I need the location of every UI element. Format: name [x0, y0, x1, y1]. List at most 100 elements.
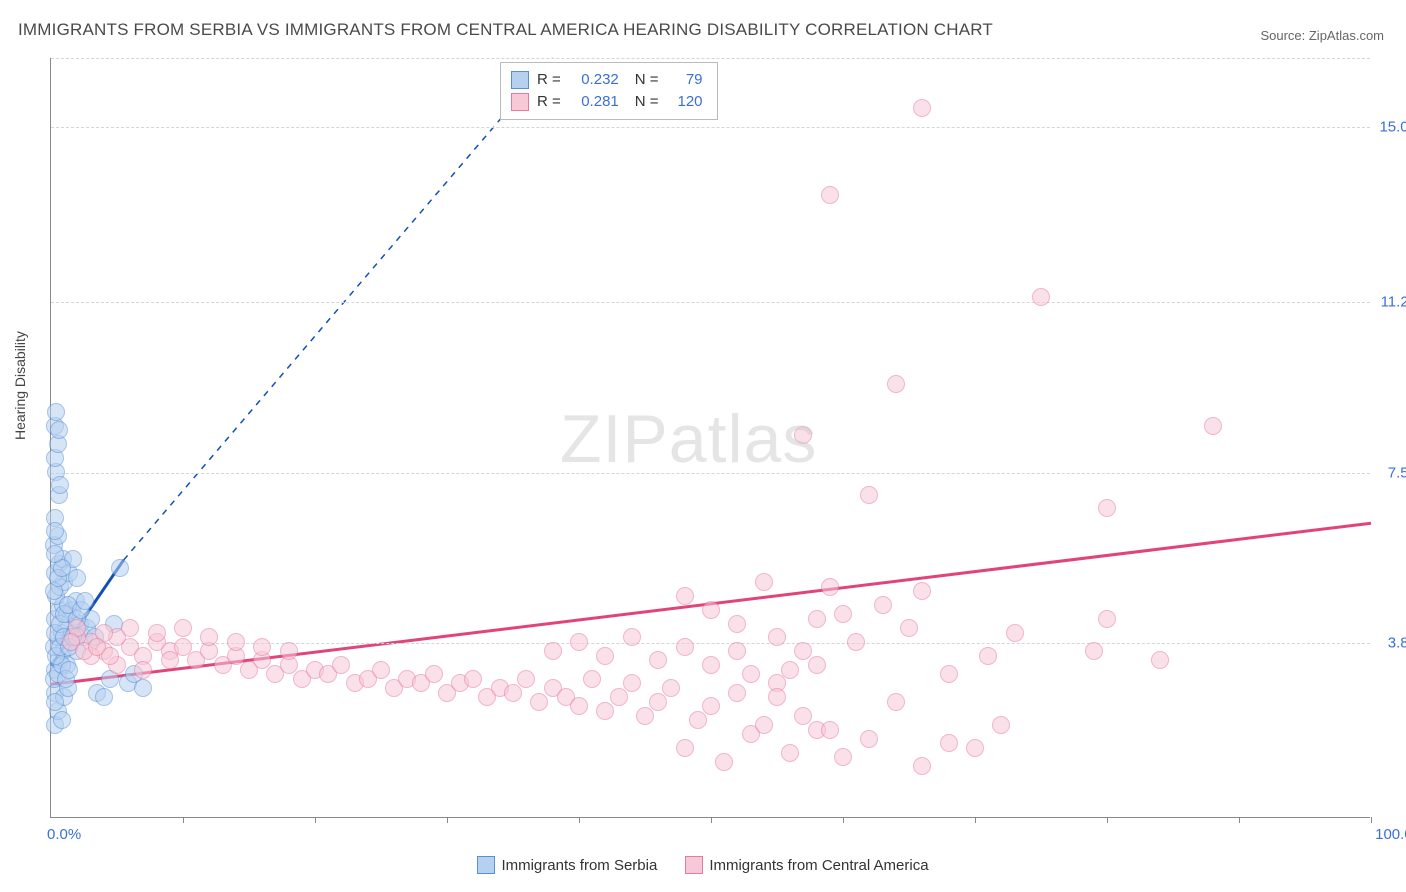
- scatter-point: [570, 697, 588, 715]
- scatter-point: [755, 716, 773, 734]
- y-axis-label: Hearing Disability: [12, 331, 28, 440]
- scatter-point: [121, 619, 139, 637]
- series-legend-label: Immigrants from Central America: [709, 857, 928, 874]
- scatter-point: [715, 753, 733, 771]
- stats-legend-row: R =0.232N =79: [511, 69, 703, 91]
- x-tick: [1107, 817, 1108, 823]
- scatter-point: [227, 633, 245, 651]
- scatter-point: [742, 665, 760, 683]
- scatter-point: [794, 426, 812, 444]
- scatter-point: [464, 670, 482, 688]
- scatter-point: [610, 688, 628, 706]
- scatter-point: [649, 651, 667, 669]
- scatter-point: [887, 375, 905, 393]
- plot-area: 3.8%7.5%11.2%15.0%0.0%100.0%: [50, 58, 1370, 818]
- scatter-point: [781, 744, 799, 762]
- scatter-point: [649, 693, 667, 711]
- scatter-point: [781, 661, 799, 679]
- scatter-point: [1085, 642, 1103, 660]
- stats-legend: R =0.232N =79R =0.281N =120: [500, 62, 718, 120]
- scatter-point: [913, 582, 931, 600]
- scatter-point: [596, 647, 614, 665]
- x-tick: [843, 817, 844, 823]
- stats-legend-row: R =0.281N =120: [511, 91, 703, 113]
- legend-r-value: 0.232: [571, 69, 619, 91]
- scatter-point: [280, 642, 298, 660]
- scatter-point: [111, 559, 129, 577]
- scatter-point: [623, 628, 641, 646]
- scatter-point: [966, 739, 984, 757]
- x-tick: [579, 817, 580, 823]
- scatter-point: [95, 688, 113, 706]
- x-tick: [711, 817, 712, 823]
- scatter-point: [992, 716, 1010, 734]
- scatter-point: [51, 476, 69, 494]
- scatter-point: [821, 578, 839, 596]
- scatter-point: [372, 661, 390, 679]
- scatter-point: [847, 633, 865, 651]
- y-tick-label: 15.0%: [1374, 119, 1406, 136]
- scatter-point: [332, 656, 350, 674]
- series-legend-label: Immigrants from Serbia: [501, 857, 657, 874]
- x-tick: [315, 817, 316, 823]
- scatter-point: [768, 688, 786, 706]
- scatter-point: [808, 610, 826, 628]
- scatter-point: [676, 638, 694, 656]
- scatter-point: [53, 711, 71, 729]
- legend-swatch: [477, 856, 495, 874]
- scatter-point: [623, 674, 641, 692]
- x-tick: [975, 817, 976, 823]
- scatter-point: [702, 697, 720, 715]
- scatter-point: [504, 684, 522, 702]
- scatter-point: [1032, 288, 1050, 306]
- scatter-point: [821, 186, 839, 204]
- series-legend: Immigrants from Serbia Immigrants from Ce…: [0, 856, 1406, 878]
- scatter-point: [148, 624, 166, 642]
- scatter-point: [174, 619, 192, 637]
- scatter-point: [161, 651, 179, 669]
- gridline-h: [51, 302, 1370, 303]
- y-tick-label: 7.5%: [1374, 464, 1406, 481]
- scatter-point: [583, 670, 601, 688]
- legend-r-label: R =: [537, 69, 561, 91]
- scatter-point: [979, 647, 997, 665]
- scatter-point: [517, 670, 535, 688]
- scatter-point: [200, 628, 218, 646]
- scatter-point: [544, 642, 562, 660]
- scatter-point: [662, 679, 680, 697]
- scatter-point: [821, 721, 839, 739]
- scatter-point: [596, 702, 614, 720]
- scatter-point: [874, 596, 892, 614]
- scatter-point: [728, 615, 746, 633]
- source-label: Source: ZipAtlas.com: [1260, 28, 1384, 43]
- scatter-point: [676, 739, 694, 757]
- scatter-point: [887, 693, 905, 711]
- scatter-point: [570, 633, 588, 651]
- scatter-point: [50, 421, 68, 439]
- scatter-point: [47, 403, 65, 421]
- scatter-point: [808, 656, 826, 674]
- scatter-point: [76, 592, 94, 610]
- scatter-point: [46, 545, 64, 563]
- legend-n-label: N =: [635, 69, 659, 91]
- scatter-point: [134, 661, 152, 679]
- gridline-h: [51, 58, 1370, 59]
- chart-title: IMMIGRANTS FROM SERBIA VS IMMIGRANTS FRO…: [18, 20, 993, 40]
- gridline-h: [51, 473, 1370, 474]
- y-tick-label: 11.2%: [1374, 294, 1406, 311]
- scatter-point: [1098, 610, 1116, 628]
- legend-r-value: 0.281: [571, 91, 619, 113]
- gridline-h: [51, 643, 1370, 644]
- series-legend-item: Immigrants from Serbia: [477, 856, 657, 874]
- scatter-point: [940, 665, 958, 683]
- scatter-point: [728, 684, 746, 702]
- x-tick-label-right: 100.0%: [1375, 826, 1406, 843]
- scatter-point: [676, 587, 694, 605]
- scatter-point: [689, 711, 707, 729]
- scatter-point: [913, 99, 931, 117]
- scatter-point: [702, 656, 720, 674]
- scatter-point: [900, 619, 918, 637]
- x-tick: [1371, 817, 1372, 823]
- legend-n-value: 120: [669, 91, 703, 113]
- legend-swatch: [685, 856, 703, 874]
